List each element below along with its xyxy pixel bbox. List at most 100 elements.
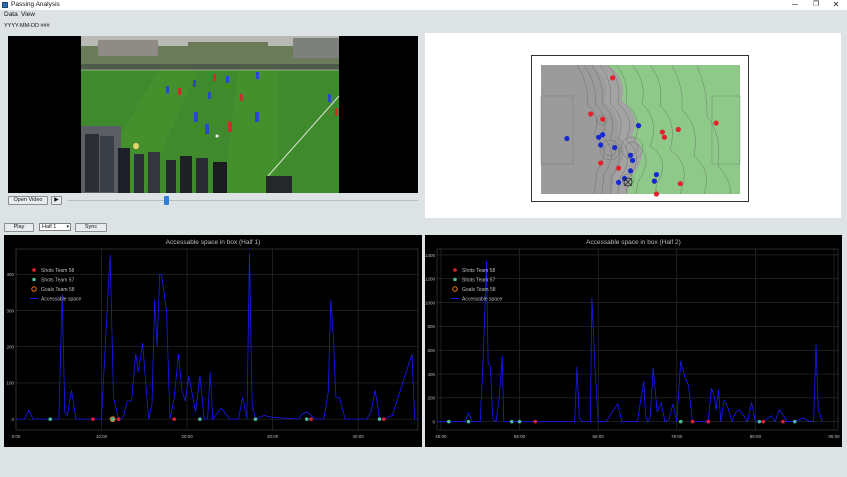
y-tick-label: 400: [427, 372, 435, 377]
shot-team-58-marker: [172, 417, 177, 421]
play-icon: ▶: [54, 197, 59, 203]
maximize-button[interactable]: ❐: [812, 1, 820, 8]
blue-player-marker: [600, 132, 606, 138]
window-title: Passing Analysis: [11, 1, 60, 8]
shot-team-57-marker: [198, 417, 202, 421]
series-line-accessable-space: [437, 260, 823, 423]
shot-team-58-marker: [533, 419, 538, 424]
shot-team-57-marker: [509, 419, 514, 424]
x-tick-label: 10:00: [96, 434, 108, 439]
shot-team-57-marker: [253, 417, 258, 421]
x-tick-label: 85:00: [750, 434, 762, 439]
pitch-map: [540, 64, 741, 197]
x-tick-label: 20:00: [181, 434, 193, 439]
y-tick-label: 1200: [425, 277, 435, 282]
chart-half-2-svg: Accessable space in box (Half 2) 0 200 400 6…: [425, 239, 840, 439]
shot-team-58-marker: [91, 417, 95, 421]
red-player-marker: [653, 191, 660, 197]
red-player-marker: [677, 181, 683, 187]
video-slider-thumb[interactable]: [163, 196, 169, 205]
shot-team-57-marker: [466, 419, 471, 424]
menu-view[interactable]: View: [21, 11, 35, 18]
blue-player-marker: [598, 142, 604, 148]
legend-marker: [31, 286, 37, 292]
play-button[interactable]: Play: [4, 223, 34, 232]
shot-team-58-marker: [781, 419, 785, 424]
y-tick-label: 400: [6, 272, 14, 277]
chart-half-2: Accessable space in box (Half 2) 0 200 400 6…: [425, 235, 842, 447]
x-tick-label: 40:00: [352, 434, 364, 439]
half-select[interactable]: Half 1 ▾: [39, 223, 71, 231]
video-slider-track[interactable]: [68, 200, 418, 201]
menu-bar: Data View: [0, 10, 847, 20]
chart-title: Accessable space in box (Half 2): [586, 239, 681, 246]
legend-marker: [32, 277, 36, 282]
goal-team-58-marker: [109, 416, 116, 423]
chevron-down-icon: ▾: [66, 224, 69, 230]
pitch-frame: [531, 55, 749, 202]
half-select-value: Half 1: [42, 224, 57, 230]
shot-team-57-marker: [792, 419, 797, 424]
video-frame: [8, 36, 418, 193]
series-line-accessable-space: [16, 253, 418, 421]
shot-team-58-marker: [309, 417, 313, 421]
shot-team-58-marker: [116, 417, 121, 421]
ball-marker: [623, 177, 633, 187]
blue-player-marker: [629, 157, 636, 164]
players-in-video: [166, 72, 338, 138]
close-button[interactable]: ✕: [832, 0, 840, 9]
chart-half-1-svg: Accessable space in box (Half 1) 0 100 200 3…: [6, 239, 419, 439]
legend-label: Accessable space: [462, 296, 503, 302]
legend-label: Accessable space: [41, 296, 82, 302]
red-player-marker: [659, 129, 665, 135]
y-tick-label: 1400: [425, 253, 435, 258]
y-tick-label: 200: [6, 345, 14, 350]
x-tick-label: 75:00: [671, 434, 683, 439]
x-tick-label: 0:00: [12, 434, 21, 439]
shot-team-57-marker: [305, 417, 309, 421]
legend-label: Shots Team 58: [41, 268, 74, 274]
chart-half-1: Accessable space in box (Half 1) 0 100 200 3…: [4, 235, 422, 447]
legend-marker: [452, 286, 458, 292]
shot-team-57-marker: [377, 417, 382, 421]
red-player-marker: [610, 75, 616, 81]
app-icon: [2, 2, 8, 8]
blue-player-marker: [627, 152, 634, 158]
shot-team-58-marker: [690, 419, 695, 424]
open-video-button[interactable]: Open Video: [8, 196, 48, 205]
blue-player-marker: [653, 172, 660, 178]
x-tick-label: 30:00: [267, 434, 279, 439]
date-label: YYYY-MM-DD ###: [4, 23, 50, 29]
x-tick-label: 65:00: [593, 434, 605, 439]
legend-marker: [453, 268, 457, 272]
match-scene: [81, 36, 340, 193]
red-player-marker: [675, 126, 681, 133]
y-tick-label: 600: [427, 348, 435, 353]
legend-marker: [453, 277, 457, 282]
red-player-marker: [598, 160, 604, 166]
y-tick-label: 1000: [425, 300, 435, 305]
blue-player-marker: [564, 135, 570, 142]
minimize-button[interactable]: ─: [792, 0, 798, 9]
blue-player-marker: [651, 178, 658, 184]
y-tick-label: 0: [432, 419, 435, 424]
y-tick-label: 200: [427, 396, 435, 401]
y-tick-label: 800: [427, 324, 435, 329]
shot-team-57-marker: [446, 419, 451, 424]
red-player-marker: [600, 116, 606, 122]
title-bar: Passing Analysis ─ ❐ ✕: [0, 0, 847, 10]
blue-player-marker: [612, 144, 618, 151]
legend-label: Goals Team 58: [462, 287, 496, 293]
x-tick-label: 95:00: [828, 434, 840, 439]
sync-button[interactable]: Sync: [75, 223, 107, 232]
plot-frame: [15, 248, 419, 431]
video-play-button[interactable]: ▶: [51, 196, 62, 205]
video-player[interactable]: [8, 36, 418, 193]
y-tick-label: 100: [6, 381, 14, 386]
shot-team-58-marker: [706, 419, 711, 424]
menu-data[interactable]: Data: [4, 11, 18, 18]
legend-marker: [32, 268, 36, 272]
legend-label: Shots Team 58: [462, 268, 495, 274]
shot-team-58-marker: [761, 419, 766, 424]
shot-team-57-marker: [517, 419, 522, 424]
